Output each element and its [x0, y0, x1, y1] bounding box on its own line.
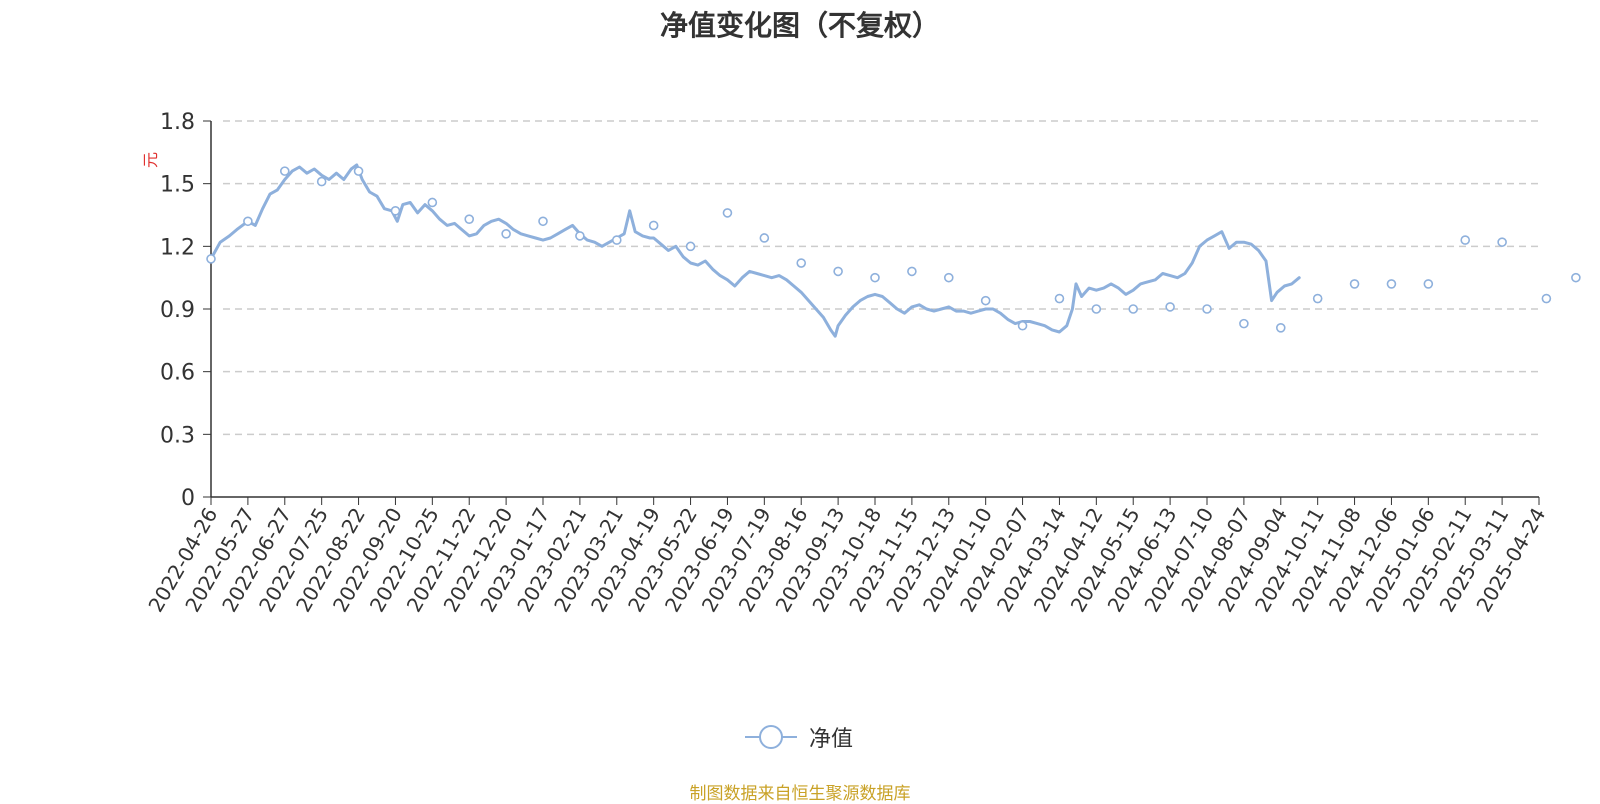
- data-point-marker: [1497, 237, 1507, 247]
- series-line-净值: [209, 163, 1301, 338]
- data-point-marker: [464, 214, 475, 224]
- data-point-marker: [685, 241, 696, 252]
- data-point-marker: [796, 258, 807, 268]
- y-tick-label: 0: [181, 486, 195, 511]
- y-tick-label: 0.6: [160, 361, 195, 386]
- data-point-marker: [1423, 279, 1434, 289]
- y-tick-label: 1.8: [160, 110, 195, 135]
- data-point-marker: [648, 220, 659, 231]
- data-point-marker: [833, 266, 843, 277]
- data-point-marker: [501, 229, 511, 239]
- data-point-marker: [907, 266, 917, 277]
- data-point-marker: [1128, 304, 1139, 314]
- source-footnote: 制图数据来自恒生聚源数据库: [689, 784, 911, 804]
- data-point-marker: [427, 197, 438, 208]
- chart-title: 净值变化图（不复权）: [659, 9, 940, 42]
- data-point-marker: [353, 166, 364, 176]
- data-point-marker: [980, 295, 991, 306]
- data-point-marker: [1349, 279, 1360, 289]
- data-point-marker: [243, 216, 253, 227]
- y-tick-label: 1.2: [160, 235, 195, 260]
- data-point-marker: [1460, 235, 1471, 245]
- data-point-marker: [1054, 293, 1065, 304]
- y-axis-label: 元: [141, 152, 160, 168]
- data-point-marker: [1275, 322, 1286, 333]
- data-point-marker: [279, 166, 290, 176]
- data-point-marker: [538, 216, 548, 227]
- data-point-marker: [1541, 293, 1552, 304]
- data-point-marker: [575, 231, 585, 241]
- legend[interactable]: 净值: [745, 722, 853, 752]
- data-point-marker: [1017, 320, 1028, 331]
- y-tick-label: 1.5: [160, 173, 195, 198]
- data-point-marker: [611, 235, 622, 245]
- data-point-marker: [870, 272, 880, 283]
- legend-label: 净值: [809, 727, 854, 752]
- data-point-marker: [1239, 318, 1249, 329]
- data-point-marker: [1202, 304, 1212, 314]
- data-point-marker: [390, 206, 401, 216]
- data-point-marker: [1386, 279, 1397, 289]
- data-point-marker: [943, 272, 954, 283]
- data-point-marker: [206, 254, 216, 264]
- data-point-marker: [759, 233, 770, 243]
- data-point-marker: [316, 176, 327, 187]
- data-point-marker: [1165, 302, 1175, 312]
- y-tick-label: 0.3: [160, 423, 195, 448]
- legend-marker-icon: [745, 722, 797, 752]
- data-point-marker: [1312, 293, 1323, 304]
- data-point-marker: [722, 208, 733, 218]
- y-tick-label: 0.9: [160, 298, 195, 323]
- data-point-marker: [1571, 272, 1581, 283]
- data-point-marker: [1091, 304, 1102, 314]
